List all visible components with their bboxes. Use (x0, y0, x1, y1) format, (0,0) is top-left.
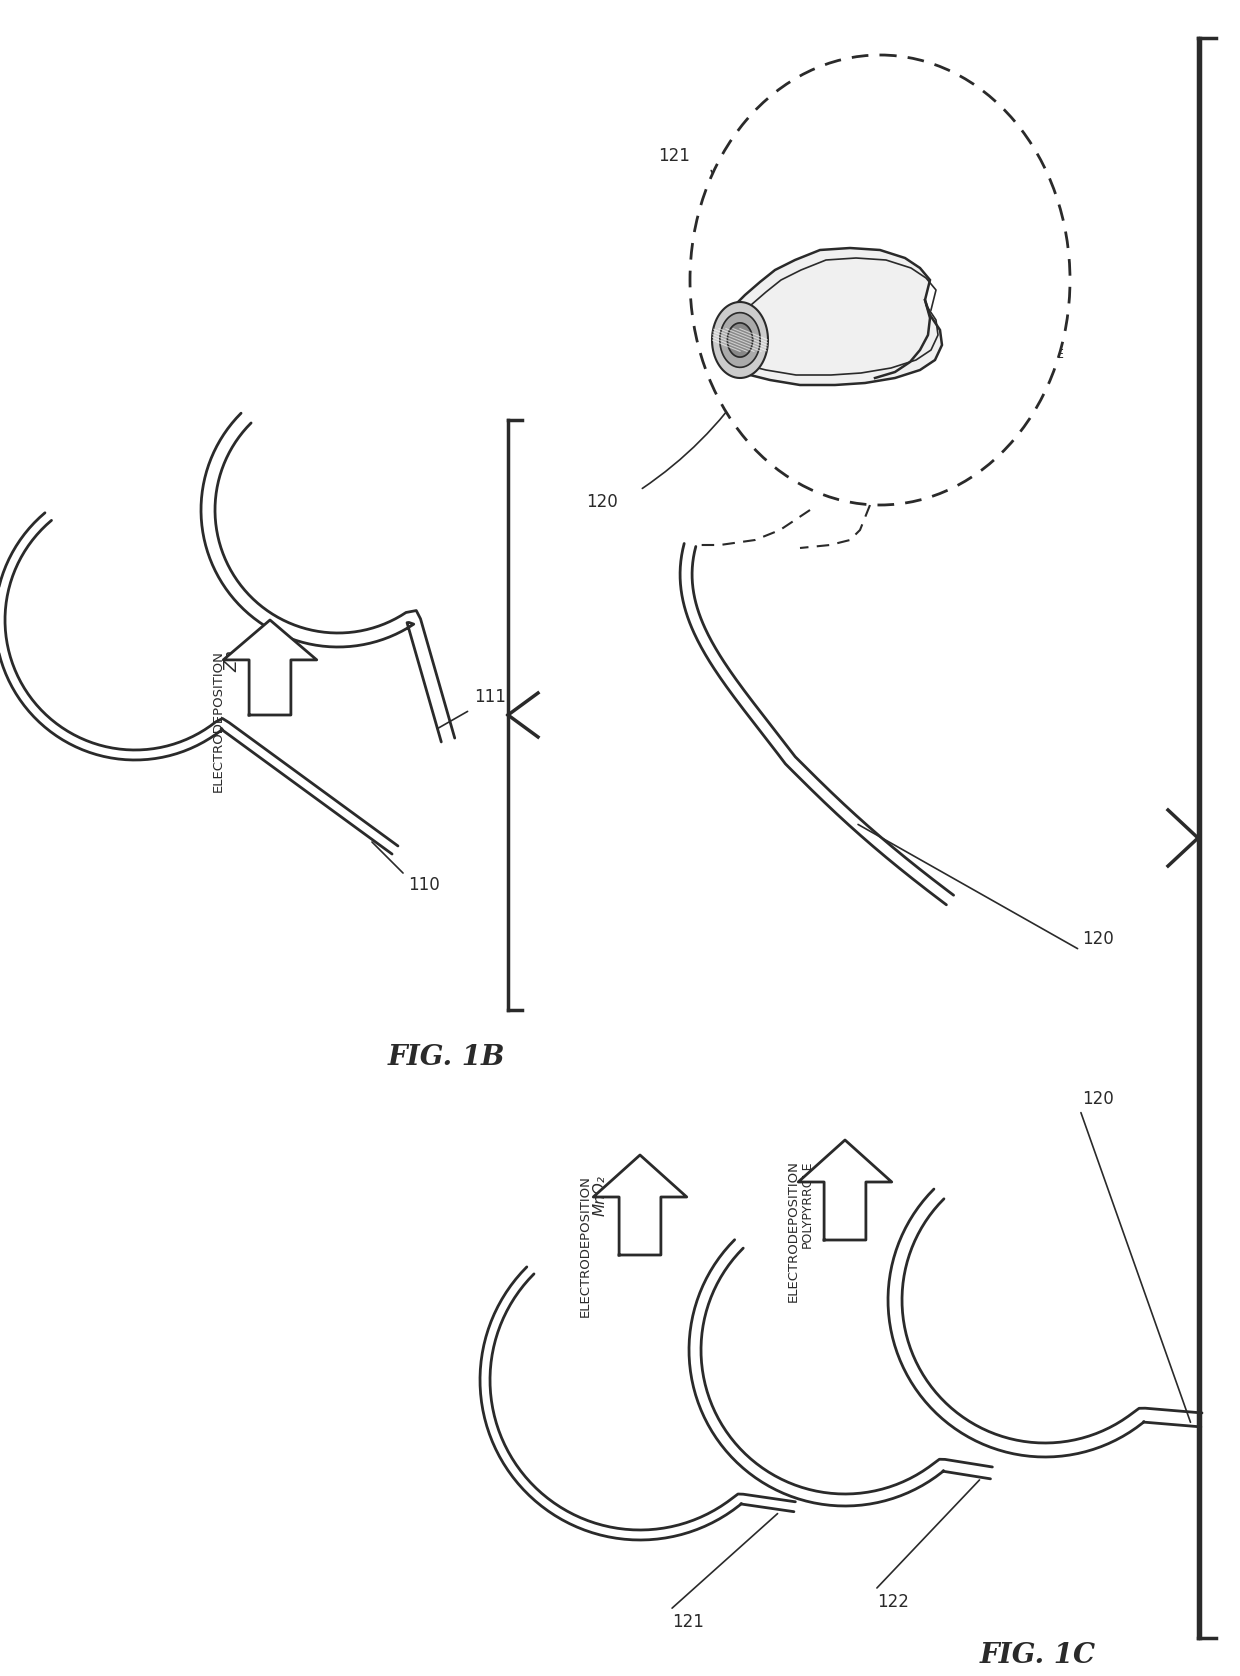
Text: 110: 110 (408, 877, 440, 893)
Text: 121: 121 (658, 147, 689, 164)
Polygon shape (730, 248, 942, 385)
Text: 111: 111 (474, 689, 506, 706)
Polygon shape (728, 323, 753, 357)
Text: ELECTRODEPOSITION: ELECTRODEPOSITION (212, 650, 224, 791)
Polygon shape (593, 1155, 687, 1255)
Text: Zn: Zn (223, 650, 241, 672)
Text: 121: 121 (672, 1612, 704, 1631)
Text: ELECTRODEPOSITION: ELECTRODEPOSITION (579, 1175, 591, 1317)
Text: FIG. 1B: FIG. 1B (388, 1044, 506, 1071)
Polygon shape (712, 302, 768, 379)
Text: POLYPYRROLE: POLYPYRROLE (973, 349, 1065, 362)
Text: 120: 120 (1083, 1089, 1114, 1108)
Polygon shape (223, 620, 316, 716)
Text: MnO₂
NANOCRYSTALS: MnO₂ NANOCRYSTALS (839, 220, 945, 248)
Polygon shape (720, 313, 760, 367)
Text: ELECTRODEPOSITION: ELECTRODEPOSITION (786, 1160, 800, 1302)
Text: FIG. 1C: FIG. 1C (980, 1642, 1096, 1669)
Text: MnO₂: MnO₂ (593, 1175, 608, 1215)
Text: POLYPYRROLE: POLYPYRROLE (801, 1160, 813, 1247)
Text: STAINLESS
STEEL YARN: STAINLESS STEEL YARN (823, 126, 903, 154)
Text: 120: 120 (587, 493, 618, 511)
Polygon shape (799, 1140, 892, 1240)
Text: 120: 120 (1083, 930, 1114, 949)
Ellipse shape (689, 55, 1070, 504)
Text: 122: 122 (877, 1592, 909, 1611)
